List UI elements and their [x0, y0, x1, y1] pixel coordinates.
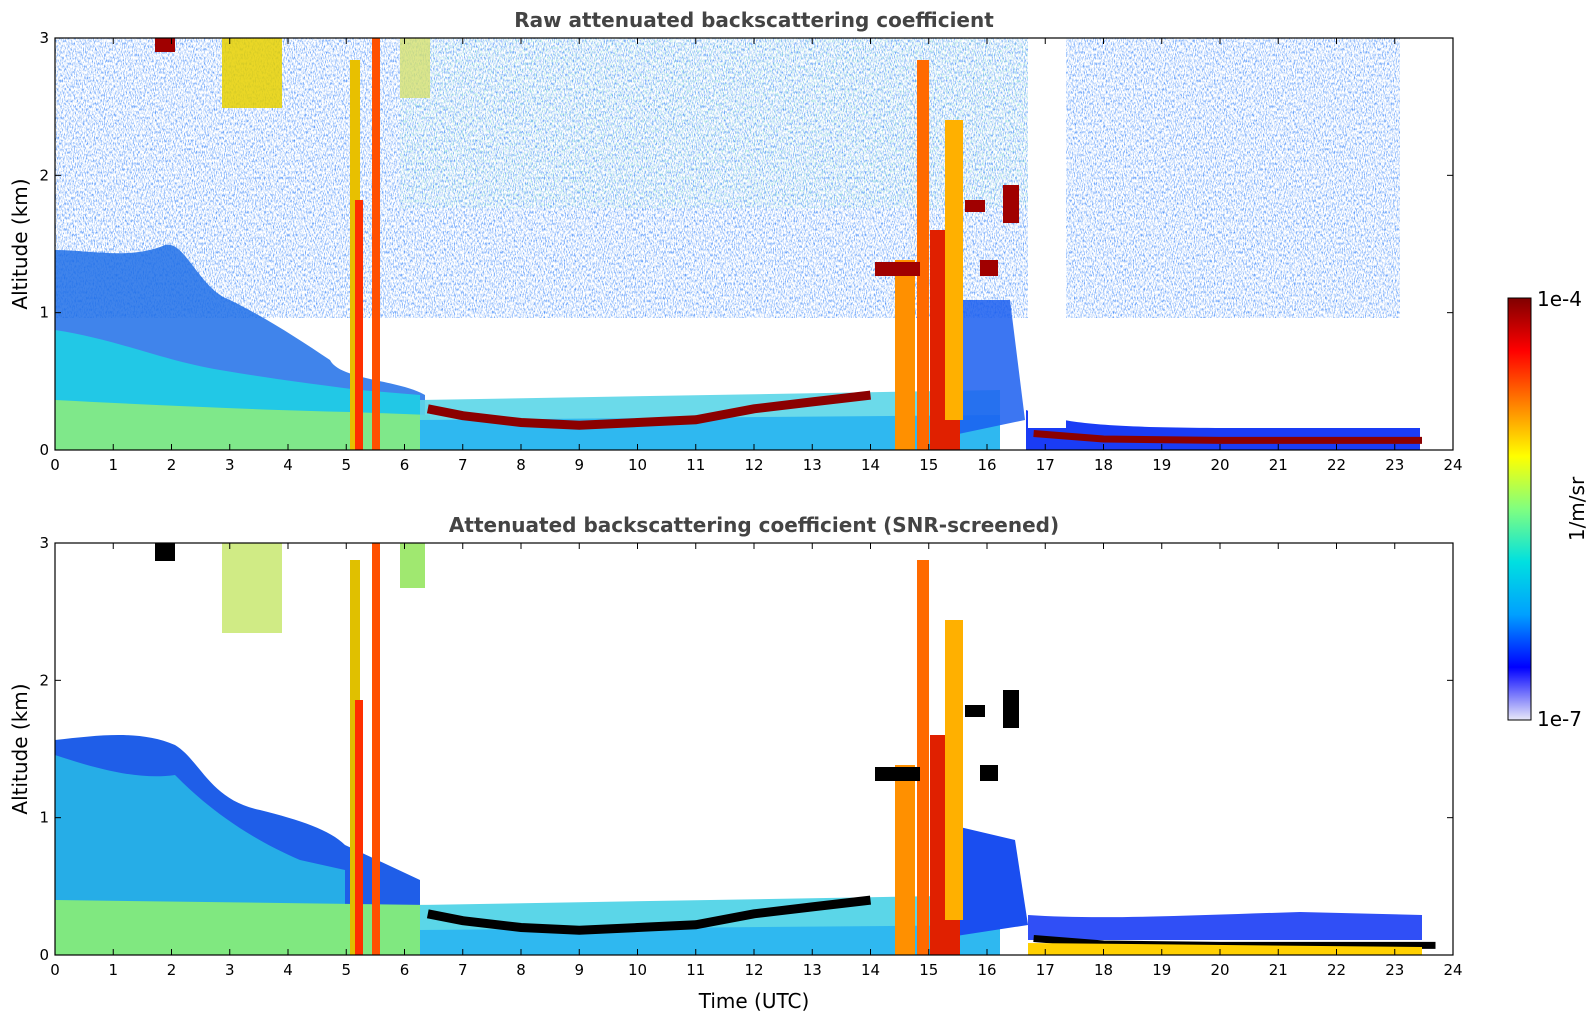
x-tick-label: 3: [225, 456, 235, 474]
y-tick-label: 3: [39, 534, 49, 552]
x-tick-label: 4: [283, 961, 293, 979]
x-tick-label: 19: [1152, 961, 1171, 979]
x-tick-label: 23: [1385, 456, 1404, 474]
x-tick-label: 3: [225, 961, 235, 979]
x-tick-label: 12: [744, 456, 763, 474]
y-tick-label: 1: [39, 809, 49, 827]
x-tick-label: 23: [1385, 961, 1404, 979]
x-tick-label: 5: [341, 961, 351, 979]
x-tick-label: 19: [1152, 456, 1171, 474]
y-tick-label: 2: [39, 166, 49, 184]
noise-speckle-high: [400, 38, 1050, 208]
x-tick-label: 2: [167, 961, 177, 979]
x-tick-label: 24: [1443, 961, 1462, 979]
y-tick-label: 2: [39, 671, 49, 689]
x-tick-label: 11: [686, 961, 705, 979]
panel-screened-xlabel: Time (UTC): [698, 989, 810, 1013]
x-tick-label: 1: [108, 961, 118, 979]
x-tick-label: 20: [1210, 456, 1229, 474]
panel-raw-x-ticks: 0 1 2 3 4 5 6 7 8 9 10 11 12 13 14 15 16 17 18 19 20 21 22 23 24: [50, 38, 1463, 474]
x-tick-label: 12: [744, 961, 763, 979]
panel-screened: Attenuated backscattering coefficient (S…: [8, 513, 1463, 1013]
cloud-columns: [155, 38, 963, 450]
cloud-1p3km: [875, 262, 920, 276]
x-tick-label: 6: [400, 456, 410, 474]
x-tick-label: 14: [861, 456, 880, 474]
y-tick-label: 1: [39, 304, 49, 322]
panel-screened-heatmap: [55, 543, 1453, 955]
y-tick-label: 0: [39, 441, 49, 459]
panel-screened-title: Attenuated backscattering coefficient (S…: [449, 513, 1059, 537]
y-tick-label: 3: [39, 29, 49, 47]
panel-screened-x-ticks: 0 1 2 3 4 5 6 7 8 9 10 11 12 13 14 15 16 17 18 19 20 21 22 23 24: [50, 543, 1463, 979]
y-tick-label: 0: [39, 946, 49, 964]
x-tick-label: 2: [167, 456, 177, 474]
x-tick-label: 9: [574, 456, 584, 474]
x-tick-label: 14: [861, 961, 880, 979]
boundary-layer-top-screened: [426, 895, 872, 935]
panel-raw-heatmap: [55, 38, 1453, 450]
x-tick-label: 6: [400, 961, 410, 979]
panel-screened-y-ticks: 0 1 2 3: [39, 534, 1453, 964]
x-tick-label: 20: [1210, 961, 1229, 979]
x-tick-label: 1: [108, 456, 118, 474]
low-cloud-layer: [1033, 430, 1436, 444]
x-tick-label: 11: [686, 456, 705, 474]
x-tick-label: 24: [1443, 456, 1462, 474]
panel-raw-title: Raw attenuated backscattering coefficien…: [514, 8, 994, 32]
x-tick-label: 0: [50, 961, 60, 979]
x-tick-label: 15: [919, 961, 938, 979]
x-tick-label: 15: [919, 456, 938, 474]
panel-raw-y-ticks: 0 1 2 3: [39, 29, 1453, 459]
x-tick-label: 18: [1094, 456, 1113, 474]
colorbar-gradient: [1507, 297, 1532, 721]
x-tick-label: 13: [803, 961, 822, 979]
colorbar: 1e-4 1e-7 1/m/sr: [1507, 287, 1589, 731]
colorbar-min-label: 1e-7: [1537, 707, 1582, 731]
x-tick-label: 21: [1269, 961, 1288, 979]
x-tick-label: 0: [50, 456, 60, 474]
x-tick-label: 16: [977, 961, 996, 979]
panel-screened-ylabel: Altitude (km): [8, 683, 32, 814]
data-gap: [1028, 38, 1066, 428]
screened-columns: [155, 543, 963, 955]
x-tick-label: 7: [458, 456, 468, 474]
colorbar-max-label: 1e-4: [1537, 287, 1582, 311]
x-tick-label: 17: [1036, 456, 1055, 474]
panel-raw: Raw attenuated backscattering coefficien…: [8, 8, 1463, 474]
colorbar-unit-label: 1/m/sr: [1565, 476, 1589, 541]
x-tick-label: 13: [803, 456, 822, 474]
surface-layer-green: [55, 400, 430, 450]
x-tick-label: 16: [977, 456, 996, 474]
x-tick-label: 5: [341, 456, 351, 474]
x-tick-label: 7: [458, 961, 468, 979]
x-tick-label: 8: [516, 961, 526, 979]
x-tick-label: 4: [283, 456, 293, 474]
no-data-end: [1422, 38, 1453, 450]
panel-raw-ylabel: Altitude (km): [8, 178, 32, 309]
x-tick-label: 9: [574, 961, 584, 979]
x-tick-label: 18: [1094, 961, 1113, 979]
x-tick-label: 22: [1327, 961, 1346, 979]
x-tick-label: 8: [516, 456, 526, 474]
x-tick-label: 21: [1269, 456, 1288, 474]
x-tick-label: 10: [628, 456, 647, 474]
boundary-layer-top: [426, 390, 872, 430]
x-tick-label: 17: [1036, 961, 1055, 979]
x-tick-label: 22: [1327, 456, 1346, 474]
x-tick-label: 10: [628, 961, 647, 979]
